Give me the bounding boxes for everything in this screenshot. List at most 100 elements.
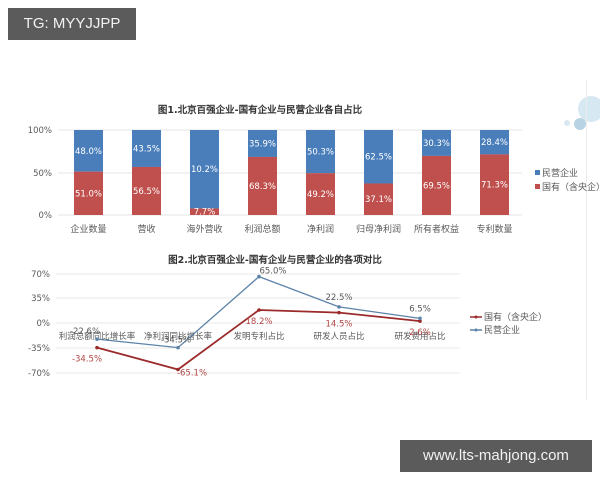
data-label: 65.0%: [259, 267, 286, 277]
bar-label-state: 7.7%: [194, 208, 216, 218]
bar-segment-state: [480, 154, 509, 215]
data-label: 2.6%: [409, 328, 431, 338]
bar-label-private: 35.9%: [249, 139, 276, 149]
legend-swatch-state: [535, 184, 540, 189]
line-series-state: -34.5% -65.1% 18.2% 14.5% 2.6%: [72, 308, 431, 379]
bar-segment-state: [422, 155, 451, 215]
data-point: [337, 310, 341, 315]
chart1-gridlines: [58, 129, 522, 216]
bar-label-private: 30.3%: [423, 139, 450, 149]
chart1-legend: 民营企业 国有（含央企）: [535, 167, 600, 193]
data-point: [95, 337, 99, 341]
bar-segment-private: [306, 130, 335, 174]
bar-segment-state: [190, 208, 219, 215]
bar-segment-private: [74, 130, 103, 172]
watermark-top: TG: MYYJJPP: [8, 8, 136, 40]
y-tick: -70%: [28, 369, 50, 379]
bar-stack: 28.4% 71.3%: [480, 130, 509, 215]
y-tick: 70%: [31, 270, 50, 280]
data-label: -34.5%: [161, 336, 191, 346]
bar-label-private: 10.2%: [191, 165, 218, 175]
data-label: 22.5%: [325, 293, 352, 303]
data-point: [257, 308, 261, 312]
y-tick: -35%: [28, 344, 50, 354]
decorative-bubble-large: [578, 96, 600, 122]
data-point: [418, 319, 422, 323]
y-tick: 35%: [31, 294, 50, 304]
decorative-bubble-medium: [574, 118, 586, 130]
data-label: -34.5%: [72, 355, 102, 365]
decorative-bubble-small: [564, 120, 570, 126]
bar-label-state: 68.3%: [249, 182, 276, 192]
bar-segment-private: [132, 130, 161, 167]
data-point: [418, 316, 422, 321]
bar-label-state: 56.5%: [133, 187, 160, 197]
data-label: 14.5%: [325, 320, 352, 330]
line-series-private: -22.6% -34.5% 65.0% 22.5% 6.5%: [70, 267, 431, 350]
bar-label-state: 51.0%: [75, 189, 102, 199]
bar-stack: 50.3% 49.2%: [306, 130, 335, 215]
bar-stack: 43.5% 56.5%: [132, 130, 161, 215]
line-chart: 图2.北京百强企业-国有企业与民营企业的各项对比 70% 35% 0% -35%…: [28, 254, 547, 379]
bar-segment-state: [306, 173, 335, 215]
data-point: [257, 274, 261, 279]
x-tick: 归母净利润: [356, 223, 401, 235]
legend-label-state: 国有（含央企）: [484, 311, 547, 323]
bar-segment-private: [190, 130, 219, 209]
legend-label-private: 民营企业: [542, 167, 578, 179]
chart1-title: 图1.北京百强企业-国有企业与民营企业各自占比: [158, 104, 363, 116]
bar-label-private: 28.4%: [481, 138, 508, 148]
data-label: 6.5%: [409, 304, 431, 314]
bar-label-private: 43.5%: [133, 144, 160, 154]
x-tick: 研发费用占比: [394, 331, 445, 342]
chart2-y-axis: 70% 35% 0% -35% -70%: [28, 270, 50, 379]
data-label: 18.2%: [245, 317, 272, 327]
bar-stack: 10.2% 7.7%: [190, 130, 219, 218]
x-tick: 净利润: [307, 223, 334, 235]
x-tick: 净利润同比增长率: [144, 331, 213, 342]
data-point: [337, 305, 341, 309]
x-tick: 专利数量: [476, 223, 512, 235]
bar-segment-private: [364, 130, 393, 184]
bar-label-state: 69.5%: [423, 181, 450, 191]
x-tick: 企业数量: [70, 223, 106, 235]
bar-chart: 图1.北京百强企业-国有企业与民营企业各自占比 100% 50% 0% 48.0…: [28, 104, 600, 235]
x-tick: 研发人员占比: [313, 331, 364, 342]
x-tick: 营收: [137, 223, 155, 235]
bar-label-private: 48.0%: [75, 147, 102, 157]
bar-segment-private: [248, 130, 277, 157]
data-point: [176, 345, 180, 350]
chart2-x-axis: 利润总额同比增长率 净利润同比增长率 发明专利占比 研发人员占比 研发费用占比: [59, 331, 446, 342]
data-point: [95, 345, 99, 350]
data-label: -65.1%: [177, 369, 207, 379]
bar-segment-private: [422, 130, 451, 156]
x-tick: 所有者权益: [414, 223, 459, 235]
bar-label-state: 49.2%: [307, 190, 334, 200]
y-tick: 100%: [28, 126, 52, 136]
chart1-y-axis: 100% 50% 0%: [28, 126, 52, 221]
bar-stack: 48.0% 51.0%: [74, 130, 103, 215]
y-tick: 0%: [37, 319, 51, 329]
chart2-gridlines: [56, 273, 460, 374]
bar-stack: 62.5% 37.1%: [364, 130, 393, 215]
y-tick: 50%: [33, 169, 52, 179]
data-point: [176, 367, 180, 372]
bar-segment-state: [132, 166, 161, 215]
data-label: -22.6%: [70, 327, 100, 337]
bar-stack: 35.9% 68.3%: [248, 130, 277, 215]
x-tick: 海外营收: [186, 223, 222, 235]
bar-label-private: 62.5%: [365, 153, 392, 163]
bar-stack: 30.3% 69.5%: [422, 130, 451, 215]
bar-label-state: 37.1%: [365, 195, 392, 205]
x-tick: 利润总额同比增长率: [59, 331, 136, 342]
bar-label-state: 71.3%: [481, 181, 508, 191]
x-tick: 发明专利占比: [233, 331, 284, 342]
bar-segment-state: [74, 171, 103, 215]
page-edge: [586, 80, 587, 400]
chart1-x-axis: 企业数量 营收 海外营收 利润总额 净利润 归母净利润 所有者权益 专利数量: [70, 223, 512, 235]
legend-label-private: 民营企业: [484, 324, 520, 336]
chart1-bars: 48.0% 51.0% 43.5% 56.5% 10.2% 7.7% 35.9% 68.3% 5…: [74, 130, 509, 218]
y-tick: 0%: [39, 211, 53, 221]
bar-segment-private: [480, 130, 509, 155]
legend-label-state: 国有（含央企）: [542, 181, 600, 193]
